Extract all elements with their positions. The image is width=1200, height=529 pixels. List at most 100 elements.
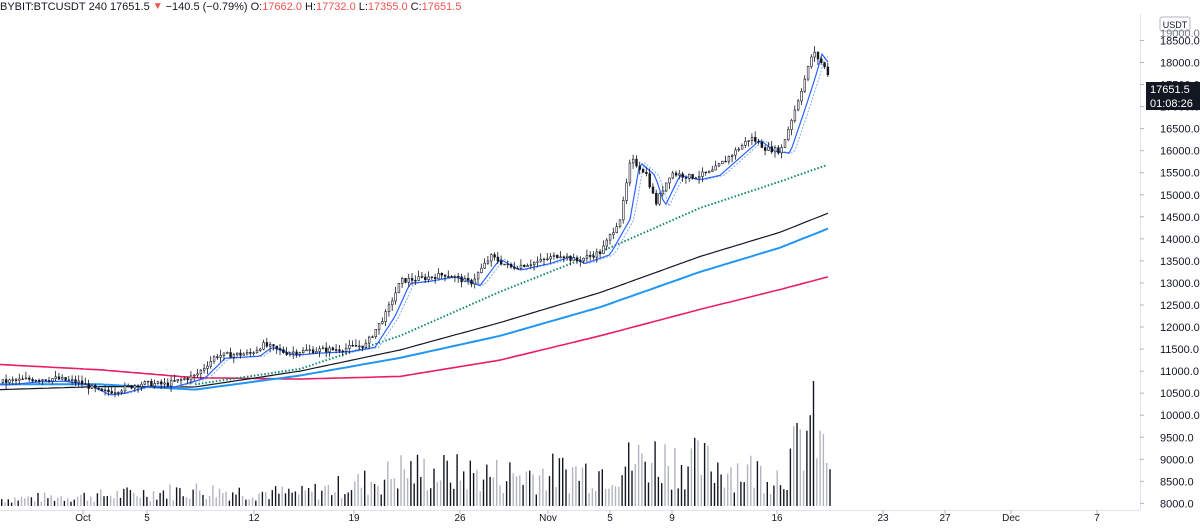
volume-bar xyxy=(387,461,389,506)
candle-body xyxy=(275,345,278,349)
volume-bar xyxy=(588,493,590,506)
candle-body xyxy=(780,147,783,154)
volume-bar xyxy=(331,495,333,506)
time-axis[interactable]: Oct 5 12 19 26 Nov 5 9 16 23 27 Dec 7 xyxy=(75,510,1100,524)
volume-bar xyxy=(750,455,752,506)
volume-bar xyxy=(826,462,828,506)
volume-bar xyxy=(149,501,151,506)
candle-body xyxy=(631,158,635,164)
volume-bar xyxy=(162,490,165,506)
moving-average-ma_black xyxy=(0,212,829,391)
volume-bar xyxy=(446,460,448,506)
candle-body xyxy=(678,173,681,176)
volume-bar xyxy=(337,476,339,506)
interval[interactable]: 240 xyxy=(88,1,107,13)
volume-bar xyxy=(496,459,498,506)
volume-bar xyxy=(472,473,475,506)
volume-bar xyxy=(100,489,102,506)
candle-body xyxy=(351,344,354,347)
volume-bar xyxy=(812,381,815,506)
currency-label: USDT xyxy=(1163,20,1188,30)
candle-body xyxy=(209,360,212,367)
candle-body xyxy=(671,172,675,179)
volume-bar xyxy=(367,494,369,506)
candle-body xyxy=(618,219,622,227)
candle-body xyxy=(717,163,721,167)
candle-body xyxy=(463,277,467,283)
candle-body xyxy=(536,260,539,263)
volume-bar xyxy=(535,494,537,506)
candle-body xyxy=(255,349,259,354)
volume-bar xyxy=(730,467,732,506)
candle-body xyxy=(740,145,744,150)
volume-bar xyxy=(205,499,207,506)
volume-bar xyxy=(829,469,831,506)
volume-bar xyxy=(575,466,577,506)
volume-bar xyxy=(789,448,792,506)
volume-bar xyxy=(760,465,762,506)
currency-badge[interactable]: USDT xyxy=(1159,16,1191,32)
volume-bar xyxy=(710,471,712,506)
symbol-name[interactable]: BYBIT:BTCUSDT xyxy=(0,1,86,13)
candle-body xyxy=(589,255,592,257)
volume-bar xyxy=(380,494,382,506)
price-tick-label: 16500.0 xyxy=(1160,124,1200,136)
time-tick-label: 27 xyxy=(939,513,951,524)
candle-body xyxy=(582,257,585,262)
candle-body xyxy=(173,380,176,382)
candle-body xyxy=(77,380,81,383)
volume-bar xyxy=(651,463,653,506)
symbol-legend[interactable]: BYBIT:BTCUSDT 240 17651.5 ▼ −140.5 (−0.7… xyxy=(0,0,464,14)
volume-bar xyxy=(443,455,445,506)
candle-body xyxy=(747,140,750,142)
candle-body xyxy=(674,172,678,176)
price-tick-label: 18000.0 xyxy=(1160,57,1200,69)
candle-body xyxy=(216,356,219,358)
volume-bar xyxy=(766,482,768,506)
volume-bar xyxy=(129,490,132,506)
volume-bar xyxy=(17,500,19,506)
volume-bar xyxy=(545,490,547,506)
candle-body xyxy=(457,276,460,278)
time-tick-label: 26 xyxy=(454,513,466,524)
candle-body xyxy=(189,375,193,381)
time-tick-label: 9 xyxy=(669,513,675,524)
candle-body xyxy=(691,174,694,179)
volume-bar xyxy=(14,497,16,506)
volume-bar xyxy=(248,499,250,506)
candle-body xyxy=(104,389,107,392)
last-price-value: 17651.5 xyxy=(1150,84,1190,96)
volume-bar xyxy=(4,502,6,506)
close-label: C: xyxy=(410,1,422,13)
volume-bar xyxy=(30,497,33,506)
candle-body xyxy=(625,182,628,201)
candle-body xyxy=(100,388,104,391)
price-tick-label: 11000.0 xyxy=(1160,366,1199,378)
price-tick-label: 12500.0 xyxy=(1160,300,1200,312)
candle-body xyxy=(645,172,648,175)
candle-body xyxy=(259,348,262,351)
volume-bar xyxy=(43,492,46,506)
volume-bar xyxy=(687,466,689,506)
candle-body xyxy=(232,354,236,358)
volume-bar xyxy=(199,490,201,506)
candle-body xyxy=(595,251,599,258)
volume-bar xyxy=(532,474,534,506)
volume-bar xyxy=(601,469,603,506)
volume-bar xyxy=(241,496,244,506)
volume-bar xyxy=(274,486,277,506)
candle-body xyxy=(334,349,338,351)
candle-body xyxy=(160,381,163,385)
volume-bar xyxy=(86,500,89,506)
volume-bar xyxy=(53,500,56,506)
candle-body xyxy=(526,265,529,268)
candle-body xyxy=(292,351,295,354)
volume-bar xyxy=(469,460,471,506)
candle-body xyxy=(8,379,11,383)
candle-body xyxy=(57,376,61,380)
volume-bar xyxy=(410,461,412,506)
candle-body xyxy=(542,258,546,261)
candle-body xyxy=(34,379,38,382)
